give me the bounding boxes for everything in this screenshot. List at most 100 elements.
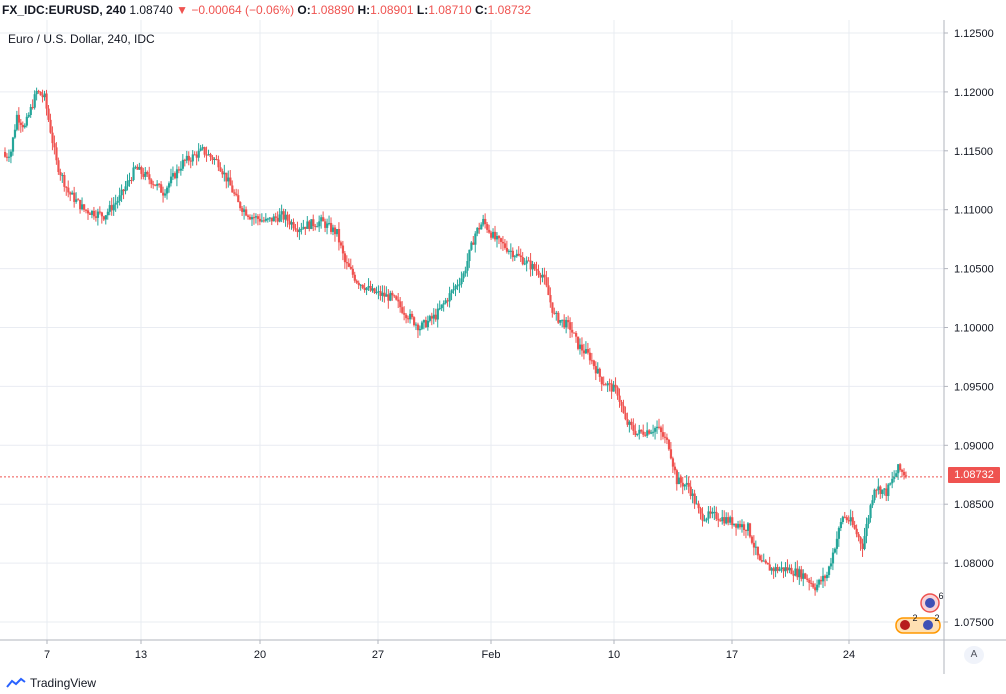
candle-body [19, 122, 23, 125]
candle-body [90, 210, 94, 215]
candle-body [537, 270, 540, 275]
candle-body [823, 575, 827, 579]
candle-body [247, 215, 250, 217]
price-chart[interactable]: 1.12500 1.12000 1.11500 1.11000 1.10500 1.100… [0, 20, 1006, 674]
candle-body [430, 316, 433, 319]
candle-body [389, 292, 392, 301]
candle-body [464, 270, 467, 274]
candle-body [262, 220, 266, 222]
candle-body [21, 124, 24, 128]
candle-body [81, 204, 84, 210]
high-label: H: [357, 3, 371, 17]
candle-body [407, 318, 410, 320]
candle-body [409, 313, 412, 320]
candle-body [326, 223, 329, 228]
candle-body [827, 566, 831, 575]
candle-body [547, 285, 550, 296]
candle-body [677, 477, 680, 485]
candle-body [106, 211, 109, 216]
candle-body [754, 546, 758, 548]
symbol-name[interactable]: FX_IDC:EURUSD, 240 [2, 3, 127, 17]
candle-body [816, 584, 819, 591]
candle-body [446, 300, 449, 302]
candle-body [43, 93, 46, 98]
candle-body [521, 257, 524, 265]
candle-body [541, 274, 544, 278]
candle-body [134, 166, 137, 168]
candle-body [845, 517, 848, 521]
candle-body [592, 360, 596, 367]
candle-body [411, 313, 414, 318]
candle-body [23, 125, 26, 128]
candle-body [847, 520, 850, 522]
candles [4, 87, 908, 596]
candle-body [288, 220, 291, 225]
x-tick-label: 24 [843, 649, 855, 661]
candle-body [331, 227, 335, 232]
candle-body [474, 233, 477, 245]
candle-body [241, 208, 244, 212]
eu-flag-icon [925, 598, 935, 608]
candle-body [715, 511, 718, 519]
candle-body [731, 517, 734, 526]
candle-body [883, 488, 886, 490]
candle-body [55, 147, 58, 161]
candle-body [586, 349, 590, 353]
candle-body [482, 218, 485, 225]
candle-body [27, 115, 30, 117]
candle-body [628, 421, 631, 425]
candle-body [122, 189, 125, 192]
candle-body [274, 216, 277, 218]
candle-body [102, 216, 105, 220]
candle-body [786, 567, 789, 571]
candle-body [529, 260, 532, 270]
candle-body [895, 473, 898, 477]
candle-body [782, 567, 785, 572]
candle-body [778, 569, 781, 571]
candle-body [669, 449, 673, 459]
economic-events[interactable] [892, 590, 952, 640]
candle-body [318, 221, 321, 227]
candle-body [5, 156, 9, 158]
candle-body [57, 160, 60, 172]
candle-body [818, 579, 821, 585]
candle-body [320, 217, 323, 222]
candle-body [800, 569, 803, 579]
candle-body [426, 320, 430, 328]
candle-body [158, 183, 161, 185]
candle-body [873, 489, 876, 501]
candle-body [843, 516, 846, 518]
candle-body [438, 308, 441, 310]
candle-body [160, 184, 163, 193]
candle-body [424, 320, 428, 328]
candle-body [470, 242, 473, 250]
candle-body [756, 546, 760, 556]
candle-body [476, 227, 479, 234]
tradingview-brand[interactable]: TradingView [6, 676, 96, 690]
candle-body [175, 169, 179, 179]
candle-body [624, 412, 627, 420]
candle-body [339, 242, 343, 246]
candle-body [462, 273, 465, 279]
candle-body [622, 405, 625, 413]
candle-body [887, 484, 890, 497]
candle-body [379, 291, 382, 296]
candle-body [580, 344, 584, 351]
candle-body [825, 574, 829, 579]
candle-body [156, 183, 159, 186]
candle-body [377, 291, 380, 293]
candle-body [719, 520, 722, 522]
candle-body [126, 180, 129, 187]
candle-body [671, 458, 675, 467]
candle-body [488, 229, 491, 233]
candle-body [861, 543, 864, 550]
candle-body [37, 90, 40, 92]
candle-body [401, 307, 404, 313]
candle-body [292, 222, 295, 229]
candle-body [195, 154, 198, 158]
candle-body [47, 108, 50, 120]
candle-body [656, 426, 659, 429]
candle-body [841, 516, 844, 522]
auto-scale-button[interactable]: A [964, 646, 984, 664]
candle-body [173, 173, 177, 179]
